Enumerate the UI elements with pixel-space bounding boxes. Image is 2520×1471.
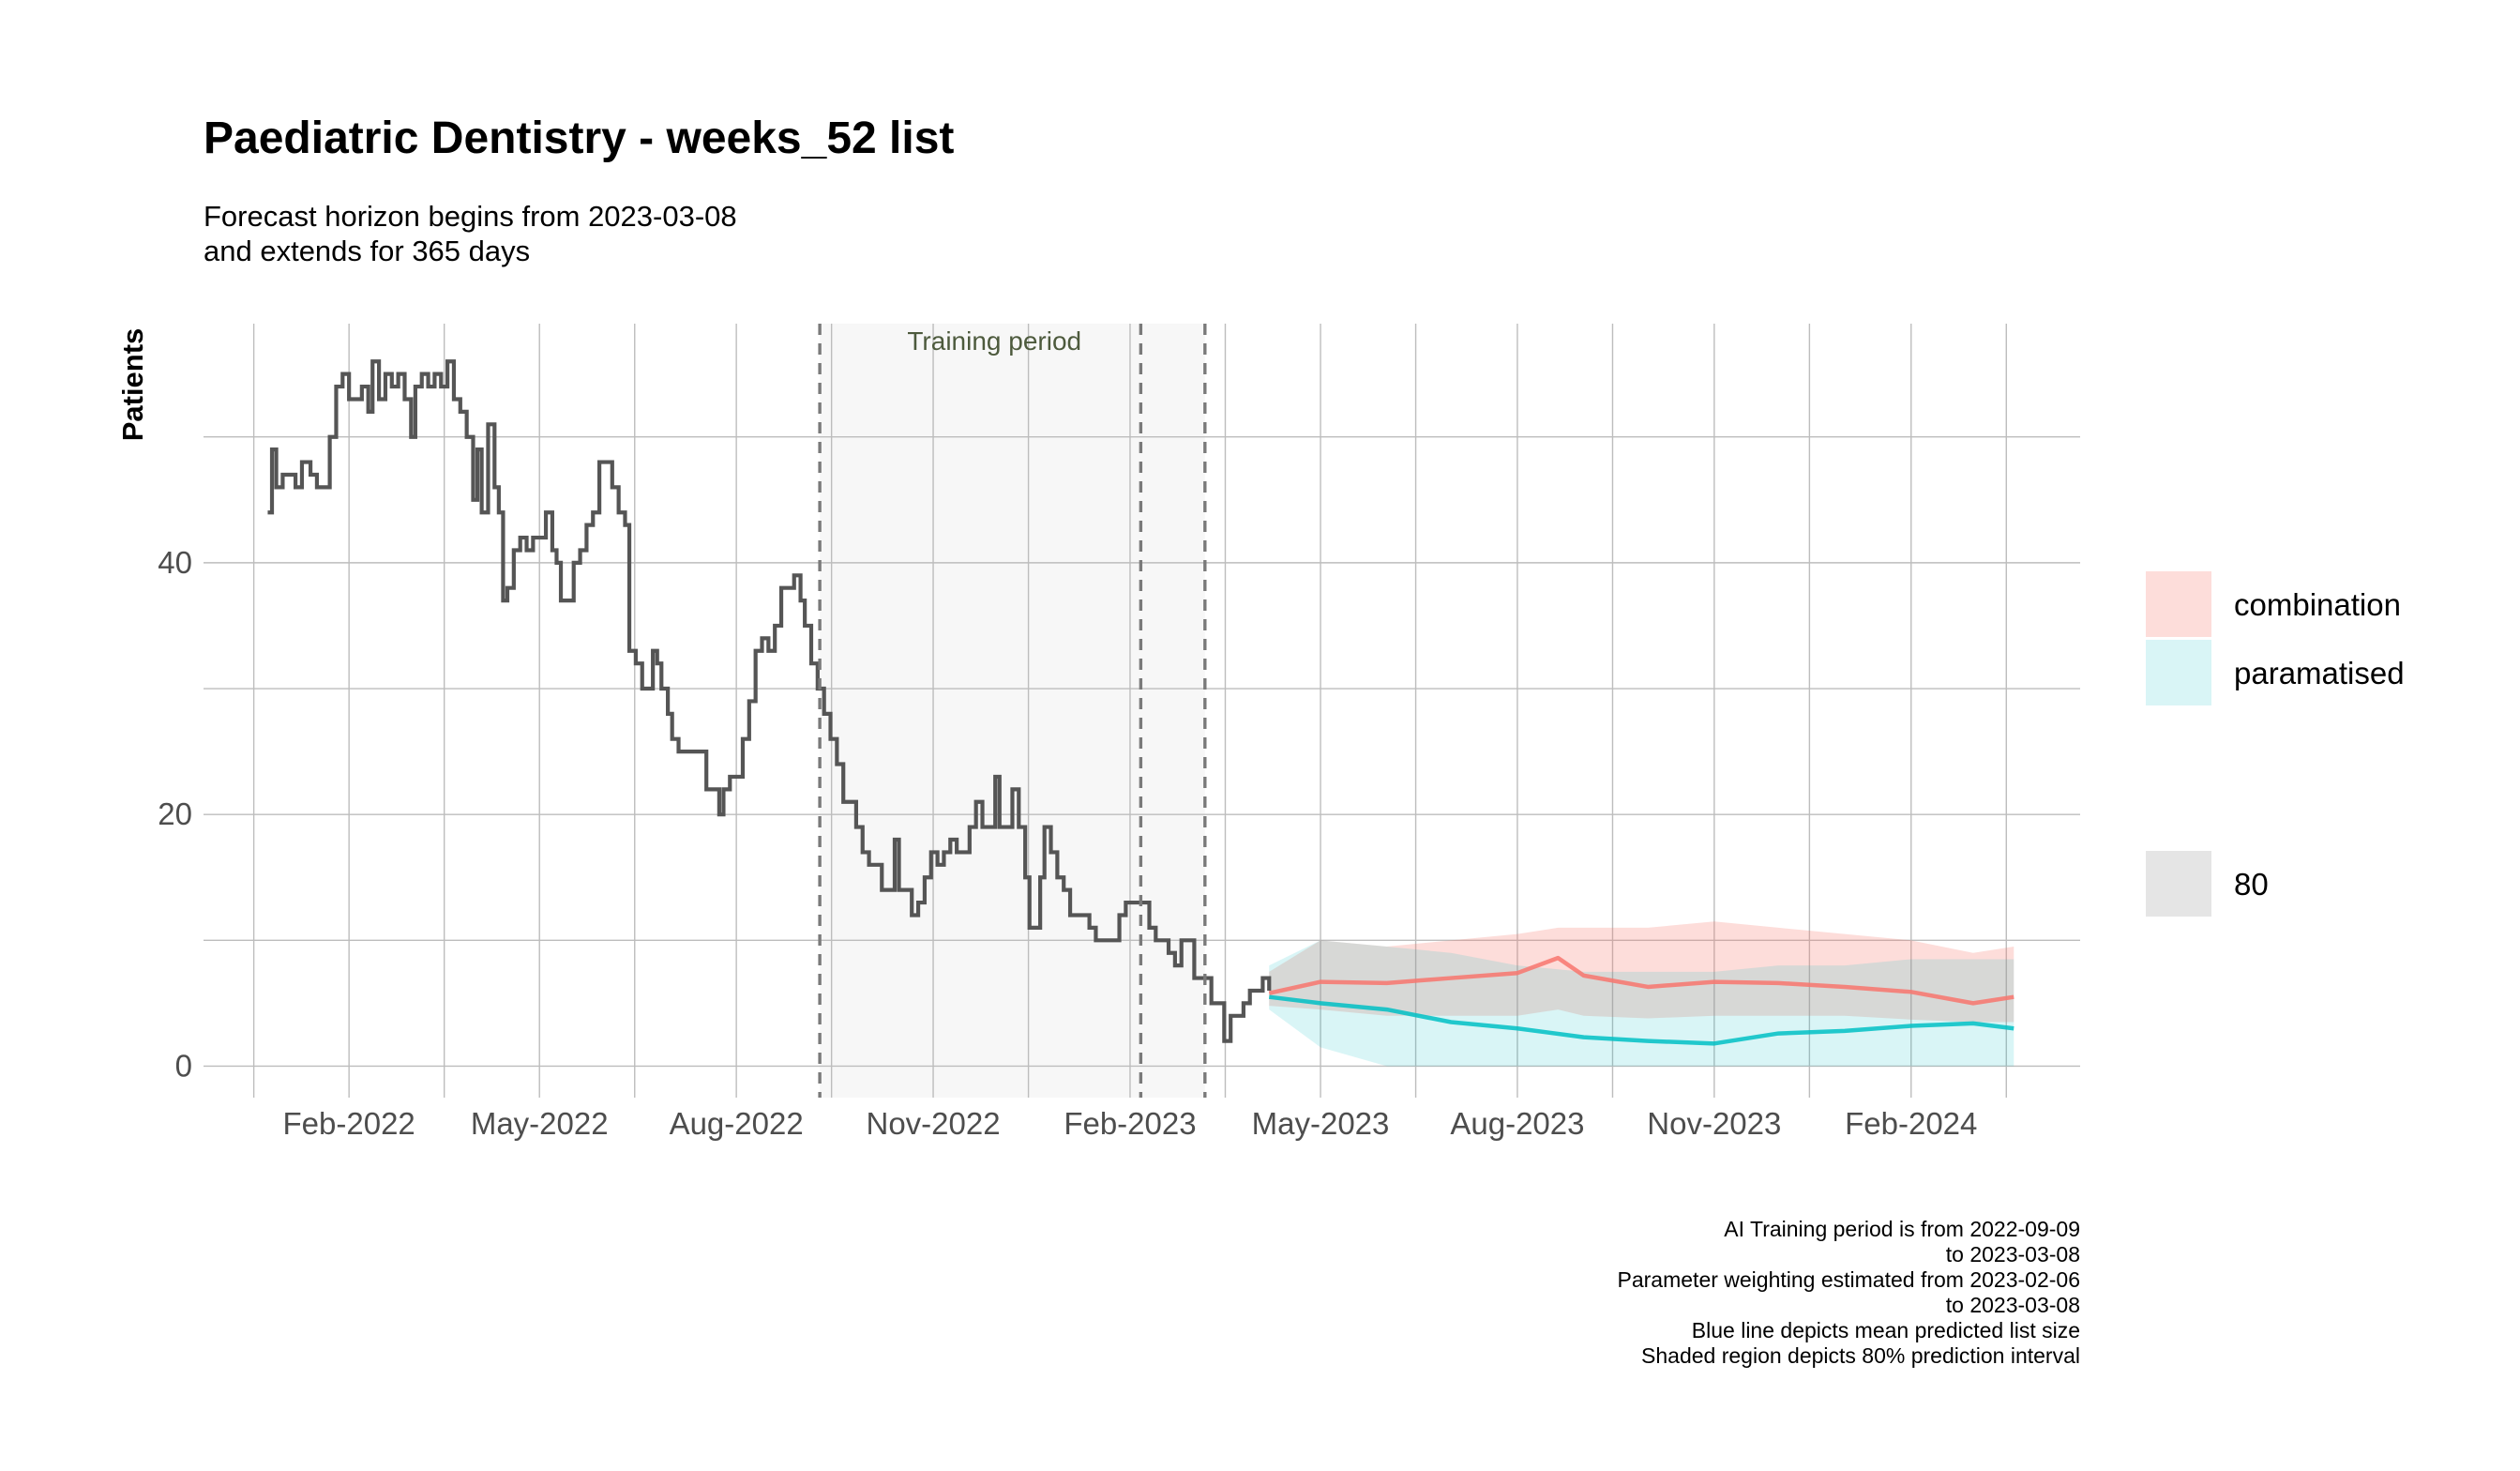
chart-title: Paediatric Dentistry - weeks_52 list [204,114,954,163]
chart-subtitle-line-2: and extends for 365 days [204,235,530,267]
caption-line-6: Shaded region depicts 80% prediction int… [1641,1343,2080,1368]
x-tick-label: Nov-2022 [866,1106,1000,1141]
y-tick-label: 40 [158,545,192,580]
caption-line-4: to 2023-03-08 [1946,1293,2080,1317]
caption-line-3: Parameter weighting estimated from 2023-… [1618,1267,2080,1292]
x-tick-label: Nov-2023 [1647,1106,1781,1141]
caption-line-1: AI Training period is from 2022-09-09 [1724,1217,2080,1241]
x-tick-label: May-2022 [471,1106,609,1141]
legend-key-combination [2146,571,2211,637]
observed-line [267,359,1272,1043]
plot-area: Training period Feb-2022 May-2022 Aug-2022 N… [158,324,2080,1141]
interval-ribbon-paramatised [1269,940,2014,1067]
x-tick-label: Feb-2023 [1064,1106,1196,1141]
caption: AI Training period is from 2022-09-09 to… [1618,1217,2080,1368]
x-tick-label: Feb-2024 [1845,1106,1977,1141]
caption-line-5: Blue line depicts mean predicted list si… [1692,1318,2080,1342]
legend-key-paramatised [2146,640,2211,705]
chart-subtitle-line-1: Forecast horizon begins from 2023-03-08 [204,200,737,233]
training-period-label: Training period [907,326,1081,356]
x-tick-label: Aug-2022 [670,1106,804,1141]
x-tick-label: May-2023 [1252,1106,1390,1141]
legend-label-paramatised: paramatised [2234,656,2405,690]
legend-key-interval [2146,851,2211,917]
legend: combination paramatised 80 [2146,571,2405,917]
legend-label-combination: combination [2234,587,2401,622]
interval-ribbon-combination [1269,921,2014,1023]
training-period-shade [820,324,1205,1098]
y-tick-label: 20 [158,796,192,831]
caption-line-2: to 2023-03-08 [1946,1242,2080,1266]
x-tick-label: Feb-2022 [283,1106,415,1141]
legend-label-interval: 80 [2234,867,2269,902]
x-tick-label: Aug-2023 [1450,1106,1584,1141]
mean-line-combination [1268,955,2014,1006]
y-tick-label: 0 [175,1048,192,1083]
mean-line-paramatised [1268,994,2014,1046]
y-axis-label: Patients [116,328,149,442]
